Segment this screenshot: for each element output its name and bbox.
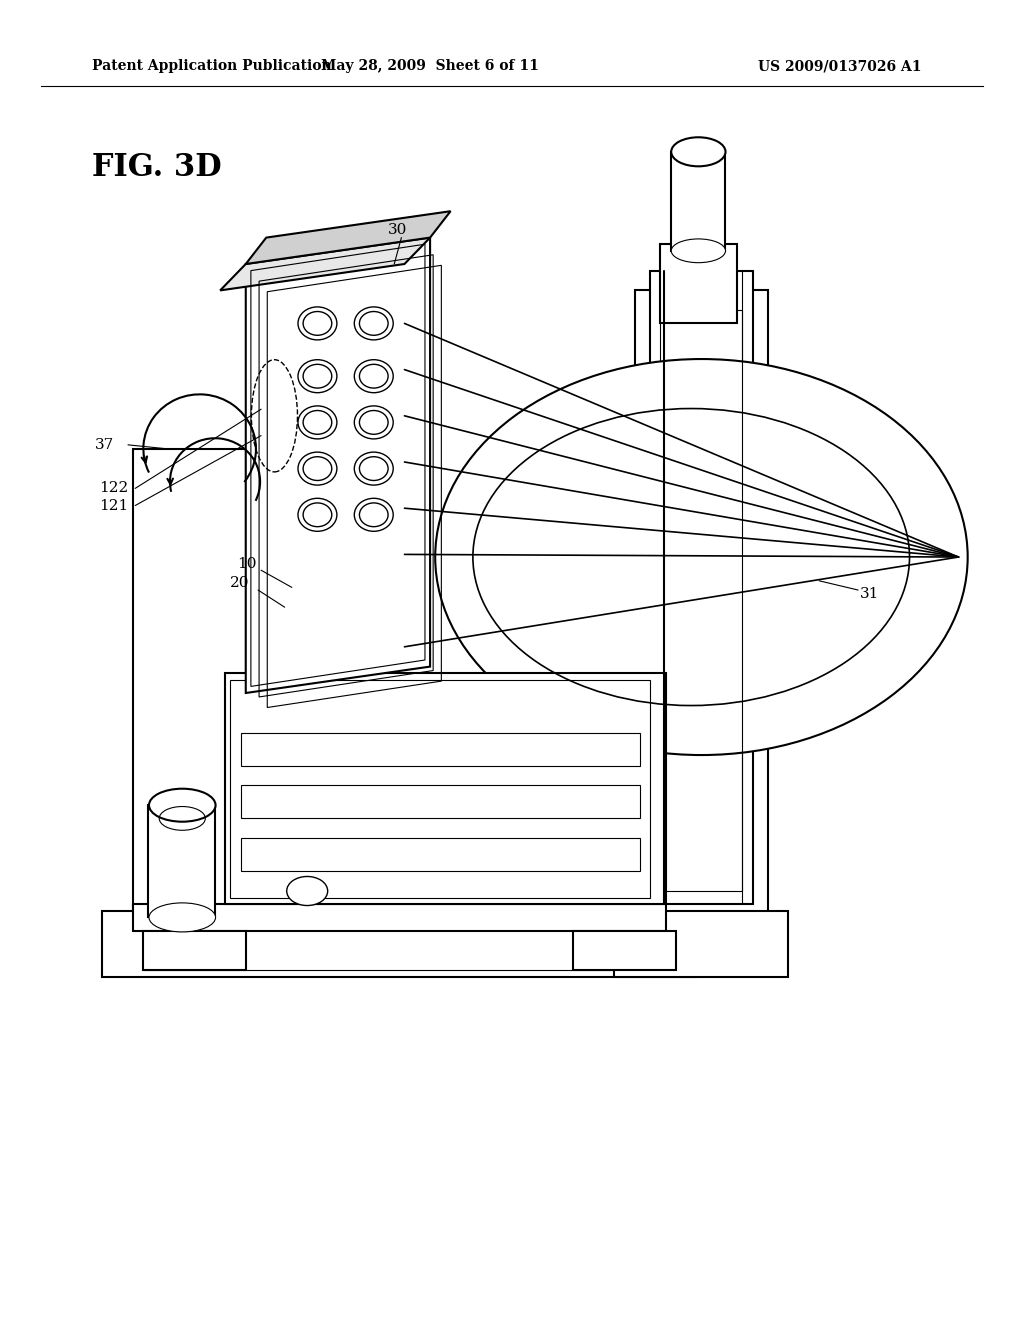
Ellipse shape <box>672 137 725 166</box>
Text: Patent Application Publication: Patent Application Publication <box>92 59 332 74</box>
Polygon shape <box>246 211 451 264</box>
Bar <box>660 310 742 891</box>
Ellipse shape <box>303 364 332 388</box>
Bar <box>573 931 676 970</box>
Bar <box>241 785 640 818</box>
Bar <box>230 680 650 898</box>
Ellipse shape <box>303 503 332 527</box>
Ellipse shape <box>303 457 332 480</box>
Polygon shape <box>246 238 430 693</box>
Text: 20: 20 <box>230 577 250 590</box>
Polygon shape <box>220 238 430 290</box>
Ellipse shape <box>359 364 388 388</box>
Text: 121: 121 <box>99 499 129 512</box>
Bar <box>635 290 768 950</box>
Text: FIG. 3D: FIG. 3D <box>92 152 222 182</box>
Bar <box>660 244 737 323</box>
Bar <box>650 271 753 904</box>
Text: 122: 122 <box>99 482 129 495</box>
Bar <box>143 917 655 970</box>
Ellipse shape <box>150 903 216 932</box>
Bar <box>225 673 666 904</box>
Bar <box>133 449 246 950</box>
Bar <box>133 904 666 931</box>
Bar <box>102 911 696 977</box>
Ellipse shape <box>150 788 216 821</box>
Ellipse shape <box>359 457 388 480</box>
Bar <box>614 911 788 977</box>
Bar <box>148 805 215 917</box>
Text: 30: 30 <box>388 223 407 236</box>
Ellipse shape <box>359 503 388 527</box>
Bar <box>671 152 725 251</box>
Ellipse shape <box>359 312 388 335</box>
Ellipse shape <box>359 411 388 434</box>
Ellipse shape <box>435 359 968 755</box>
Text: US 2009/0137026 A1: US 2009/0137026 A1 <box>758 59 922 74</box>
Text: 37: 37 <box>95 438 115 451</box>
Bar <box>241 838 640 871</box>
Ellipse shape <box>672 239 725 263</box>
Text: 10: 10 <box>238 557 257 570</box>
Ellipse shape <box>287 876 328 906</box>
Bar <box>241 733 640 766</box>
Bar <box>143 931 246 970</box>
Text: May 28, 2009  Sheet 6 of 11: May 28, 2009 Sheet 6 of 11 <box>322 59 539 74</box>
Ellipse shape <box>303 312 332 335</box>
Ellipse shape <box>303 411 332 434</box>
Text: 31: 31 <box>860 587 880 601</box>
